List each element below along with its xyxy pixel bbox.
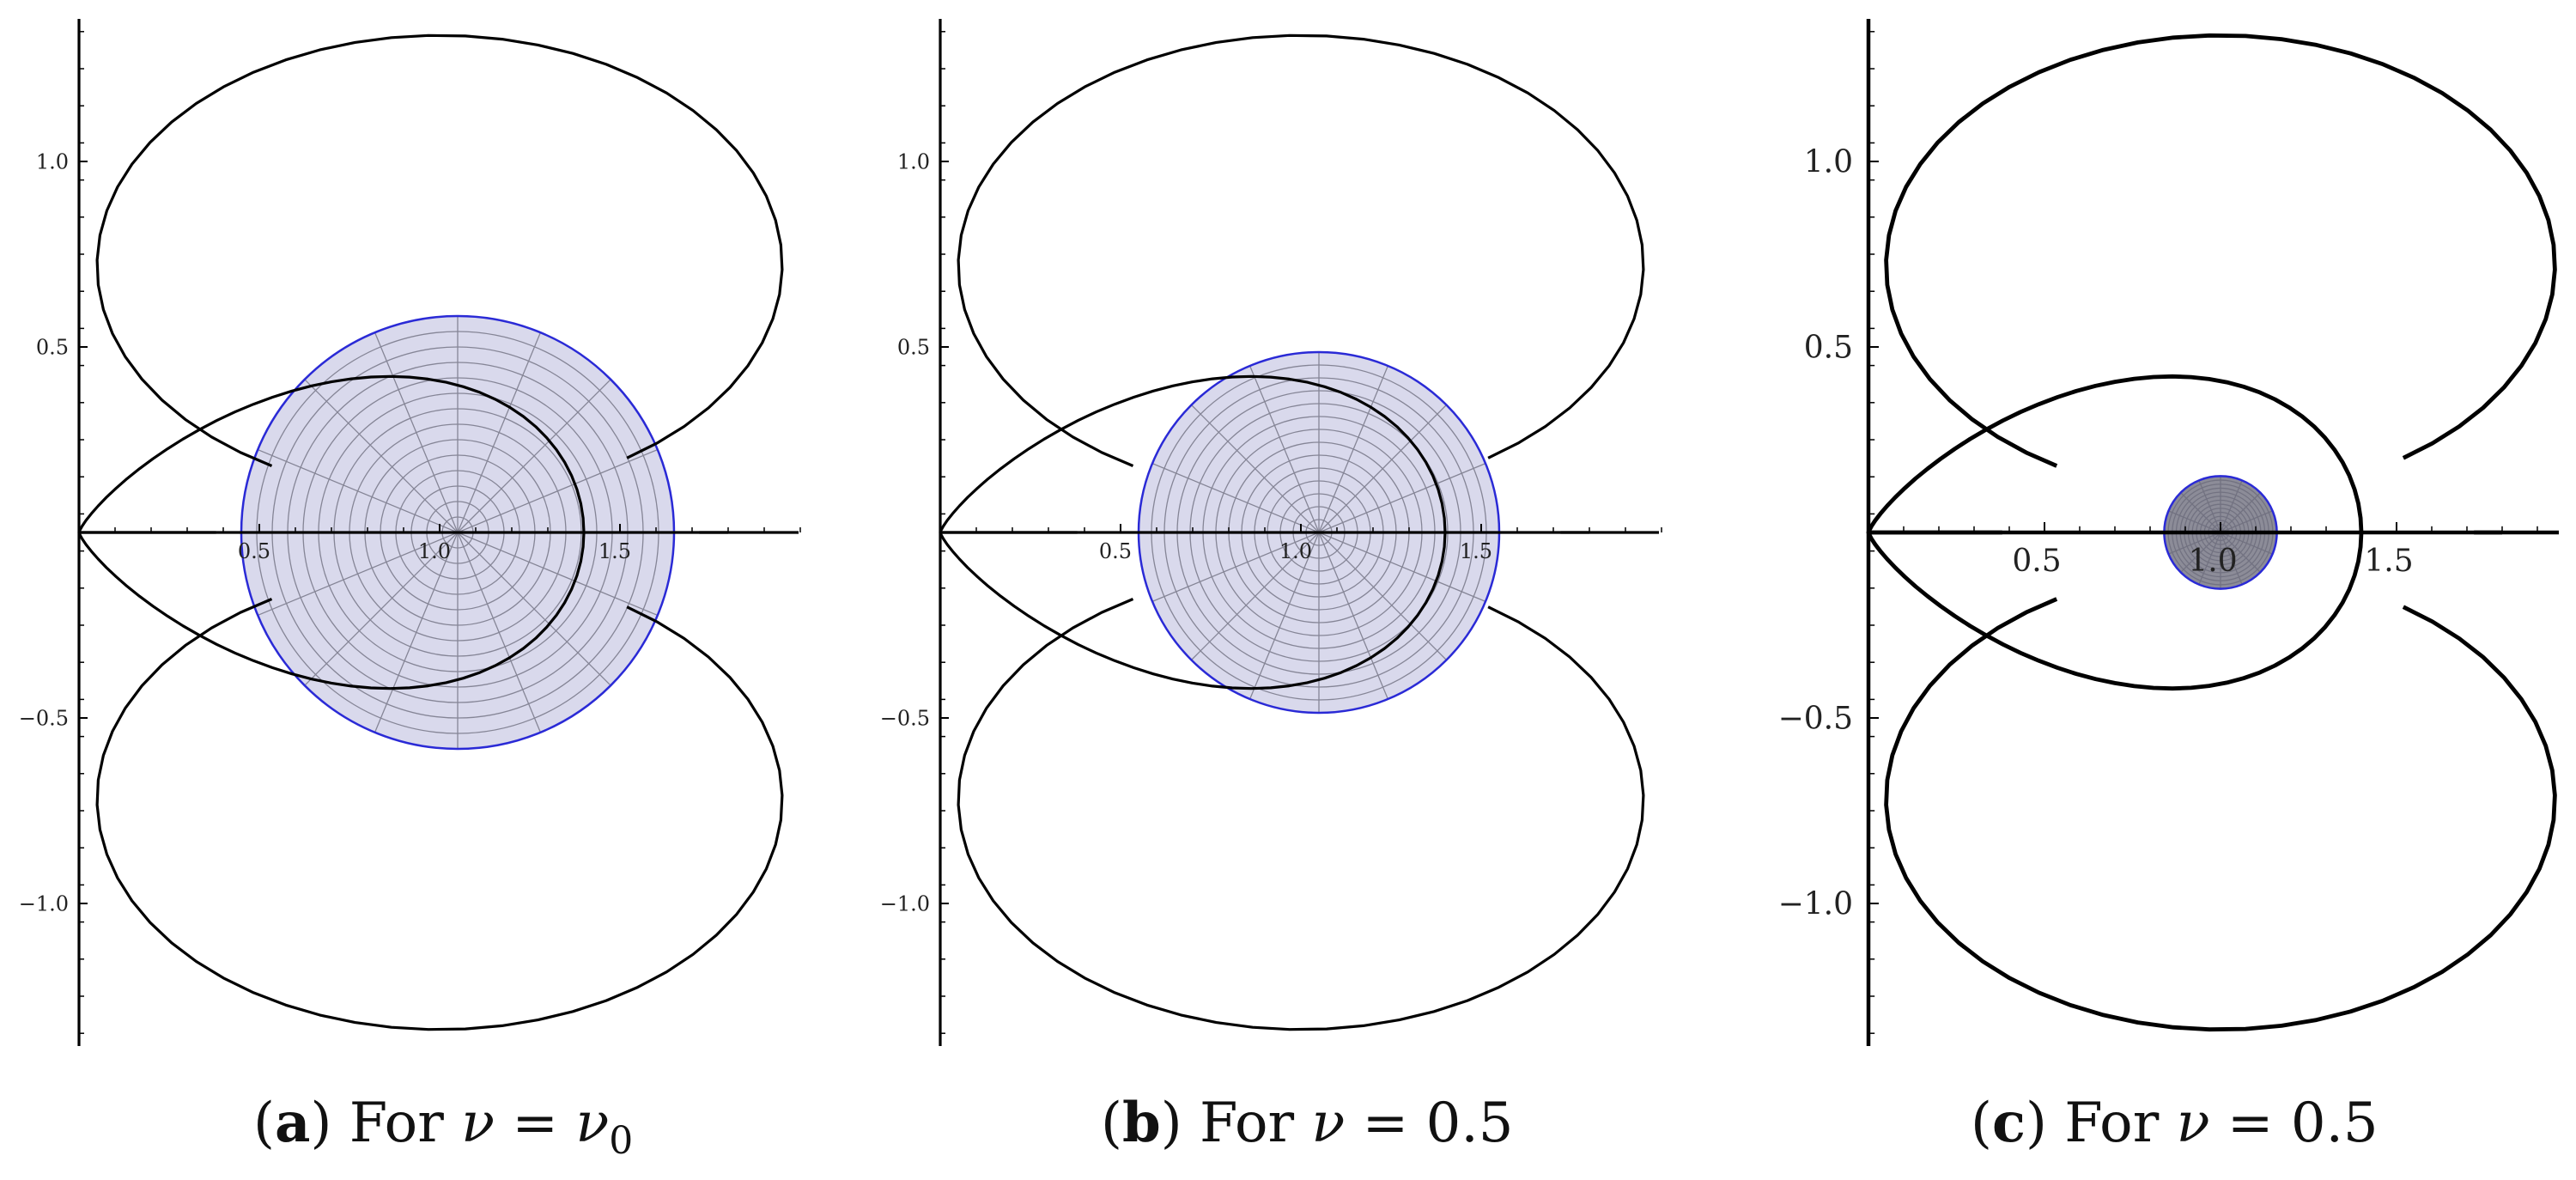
mesh-spoke xyxy=(2220,492,2261,533)
panel-b: 0.5 1.0 1.5 1.0 0.5 −0.5 −1.0 xyxy=(880,19,1662,1046)
outer-curve-lower xyxy=(1884,597,2557,1032)
caption-c-label: c xyxy=(1991,1091,2026,1155)
mesh-spoke xyxy=(457,532,659,617)
x-tick-label: 1.0 xyxy=(2188,544,2237,579)
mesh-spoke xyxy=(1318,532,1447,660)
caption-a: (a) For ν = ν0 xyxy=(253,1091,634,1163)
mesh-spoke xyxy=(1318,532,1486,602)
mesh-spoke xyxy=(2198,532,2221,585)
caption-b-var: ν xyxy=(1311,1092,1346,1155)
mesh-spoke xyxy=(374,331,459,533)
mesh-spoke xyxy=(1249,532,1320,700)
caption-a-var: ν xyxy=(461,1092,495,1155)
x-tick-label: 0.5 xyxy=(1099,539,1132,563)
y-tick-label: 0.5 xyxy=(36,335,69,359)
mesh-spoke xyxy=(2168,510,2221,533)
caption-b: (b) For ν = 0.5 xyxy=(1101,1091,1514,1155)
caption-c-value: 0.5 xyxy=(2290,1092,2379,1155)
y-tick-label: 0.5 xyxy=(897,335,930,359)
mesh-spoke xyxy=(2220,510,2273,533)
y-tick-label: −0.5 xyxy=(1778,702,1853,737)
caption-a-text: For xyxy=(349,1092,444,1155)
caption-a-value: ν xyxy=(575,1092,610,1155)
mesh-spoke xyxy=(1318,365,1388,533)
mesh-spoke xyxy=(374,532,459,733)
x-tick-label: 1.5 xyxy=(1460,539,1492,563)
mesh-spoke xyxy=(257,532,459,617)
mesh-spoke xyxy=(1318,463,1486,533)
x-tick-label: 1.5 xyxy=(2364,544,2413,579)
y-tick-label: −0.5 xyxy=(880,706,930,730)
mesh-spoke xyxy=(2198,480,2221,533)
mesh-spoke xyxy=(1318,532,1388,700)
x-tick-label: 0.5 xyxy=(2012,544,2061,579)
mesh-spoke xyxy=(1151,463,1320,533)
mesh-spoke xyxy=(457,379,611,533)
mesh-spoke xyxy=(2180,492,2221,533)
caption-c-eq: = xyxy=(2227,1092,2274,1155)
outer-curve-upper xyxy=(1884,33,2557,468)
mesh-spoke xyxy=(2220,532,2243,585)
y-tick-label: −1.0 xyxy=(1778,887,1853,922)
y-tick-label: −1.0 xyxy=(19,891,69,915)
caption-b-label: b xyxy=(1121,1091,1161,1155)
panel-c: 0.5 1.0 1.5 1.0 0.5 −0.5 −1.0 xyxy=(1778,19,2559,1046)
x-tick-label: 1.0 xyxy=(418,539,451,563)
mesh-spoke xyxy=(1191,532,1320,660)
y-tick-label: 1.0 xyxy=(897,149,930,173)
outer-curve-upper xyxy=(95,33,784,467)
caption-a-eq: = xyxy=(512,1092,558,1155)
y-tick-label: 0.5 xyxy=(1804,331,1853,366)
caption-a-label: a xyxy=(274,1091,311,1155)
mesh-spoke xyxy=(2220,480,2243,533)
x-tick-label: 1.0 xyxy=(1279,539,1312,563)
mesh-spoke xyxy=(2220,532,2261,573)
y-tick-label: −1.0 xyxy=(880,891,930,915)
mesh-spoke xyxy=(457,532,542,733)
mesh-spoke xyxy=(2168,532,2221,555)
y-tick-label: 1.0 xyxy=(1804,145,1853,180)
outer-curve-upper xyxy=(957,33,1645,467)
mesh-spoke xyxy=(457,331,542,533)
mesh-spoke xyxy=(2180,532,2221,573)
mesh-spoke xyxy=(1318,404,1447,533)
caption-c: (c) For ν = 0.5 xyxy=(1971,1091,2379,1155)
caption-b-eq: = xyxy=(1362,1092,1409,1155)
mesh-spoke xyxy=(304,379,459,533)
outer-curve-lower xyxy=(95,598,784,1031)
x-tick-label: 1.5 xyxy=(598,539,631,563)
x-tick-label: 0.5 xyxy=(238,539,270,563)
panel-a: 0.5 1.0 1.5 1.0 0.5 −0.5 −1.0 xyxy=(19,19,801,1046)
caption-c-text: For xyxy=(2064,1092,2160,1155)
mesh-spoke xyxy=(1191,404,1320,533)
caption-b-value: 0.5 xyxy=(1425,1092,1514,1155)
caption-b-text: For xyxy=(1200,1092,1295,1155)
mesh-spoke xyxy=(1249,365,1320,533)
mesh-spoke xyxy=(1151,532,1320,602)
mesh-spoke xyxy=(457,448,659,533)
mesh-spoke xyxy=(304,532,459,686)
mesh-spoke xyxy=(257,448,459,533)
caption-a-subscript: 0 xyxy=(609,1119,634,1163)
caption-c-var: ν xyxy=(2176,1092,2210,1155)
y-tick-label: −0.5 xyxy=(19,706,69,730)
y-tick-label: 1.0 xyxy=(36,149,69,173)
outer-curve-lower xyxy=(957,598,1645,1031)
mesh-spoke xyxy=(457,532,611,686)
mesh-spoke xyxy=(2220,532,2273,555)
